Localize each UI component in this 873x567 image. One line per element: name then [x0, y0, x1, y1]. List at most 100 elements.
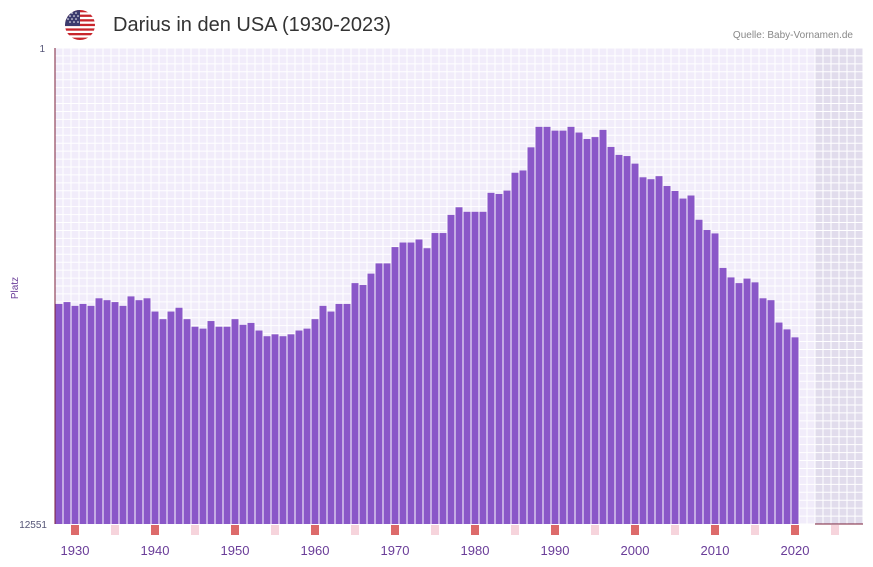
decade-markers [71, 525, 839, 535]
bar [767, 300, 775, 524]
bar [255, 330, 263, 524]
bar [543, 126, 551, 524]
bar [711, 233, 719, 524]
bar [359, 285, 367, 524]
decade-marker [231, 525, 239, 535]
half-decade-marker [271, 525, 279, 535]
bar [183, 319, 191, 524]
bar [231, 319, 239, 524]
decade-marker [471, 525, 479, 535]
bar [167, 311, 175, 524]
bar [319, 305, 327, 524]
bar [79, 303, 87, 524]
x-tick-label: 2020 [781, 543, 810, 558]
half-decade-marker [191, 525, 199, 535]
bar [599, 129, 607, 524]
bar [55, 303, 63, 524]
bar [591, 137, 599, 524]
bar [783, 329, 791, 524]
bar [287, 334, 295, 524]
bar [87, 305, 95, 524]
bar [279, 336, 287, 524]
bar [375, 263, 383, 524]
x-tick-label: 1950 [221, 543, 250, 558]
bar [647, 179, 655, 524]
bar [663, 186, 671, 524]
bar [655, 176, 663, 525]
x-tick-label: 1980 [461, 543, 490, 558]
bar [71, 305, 79, 524]
bar [471, 211, 479, 525]
decade-marker [631, 525, 639, 535]
bar [119, 305, 127, 524]
x-tick-label: 1990 [541, 543, 570, 558]
bars [55, 126, 799, 525]
bar [431, 233, 439, 524]
bar [695, 219, 703, 524]
bar [447, 214, 455, 524]
bar [519, 170, 527, 524]
bar [575, 132, 583, 524]
x-tick-label: 2000 [621, 543, 650, 558]
decade-marker [711, 525, 719, 535]
bar [487, 192, 495, 524]
bar [495, 193, 503, 525]
bar [671, 190, 679, 524]
decade-marker [71, 525, 79, 535]
bar [223, 326, 231, 524]
chart-title: Darius in den USA (1930-2023) [113, 14, 391, 36]
bar [111, 302, 119, 524]
bar [407, 242, 415, 524]
bar [631, 163, 639, 524]
bar [607, 146, 615, 524]
bar [191, 326, 199, 524]
bar [311, 319, 319, 524]
bar [567, 126, 575, 524]
bar [127, 296, 135, 524]
x-tick-label: 1960 [301, 543, 330, 558]
bar [639, 177, 647, 524]
bar [295, 330, 303, 524]
bar [703, 230, 711, 524]
half-decade-marker [831, 525, 839, 535]
bar [143, 298, 151, 524]
source-credit: Quelle: Baby-Vornamen.de [732, 30, 853, 41]
bar [135, 300, 143, 524]
half-decade-marker [591, 525, 599, 535]
bar [479, 211, 487, 525]
half-decade-marker [751, 525, 759, 535]
bar [151, 311, 159, 524]
bar [303, 328, 311, 524]
bar [199, 328, 207, 524]
bar [535, 126, 543, 524]
x-tick-labels: 1930 1940 1950 1960 1970 1980 1990 2000 2010 2020 [61, 543, 810, 558]
half-decade-marker [511, 525, 519, 535]
y-tick-label: 1 [39, 44, 45, 55]
bar [175, 307, 183, 524]
bar [439, 233, 447, 524]
bar [455, 207, 463, 525]
bar [551, 130, 559, 524]
y-tick-label: 12551 [19, 520, 47, 531]
bar [95, 298, 103, 524]
half-decade-marker [431, 525, 439, 535]
axes [54, 48, 863, 525]
bar [343, 303, 351, 524]
bar [463, 211, 471, 525]
bar [215, 326, 223, 524]
bar [159, 319, 167, 524]
bar [351, 283, 359, 524]
bar [735, 283, 743, 524]
bar [751, 282, 759, 524]
bar [383, 263, 391, 524]
bar [719, 267, 727, 524]
x-tick-label: 1930 [61, 543, 90, 558]
bar [615, 154, 623, 524]
bar [335, 303, 343, 524]
bar [679, 198, 687, 525]
half-decade-marker [671, 525, 679, 535]
bar [63, 302, 71, 524]
half-decade-marker [111, 525, 119, 535]
bar [423, 248, 431, 524]
